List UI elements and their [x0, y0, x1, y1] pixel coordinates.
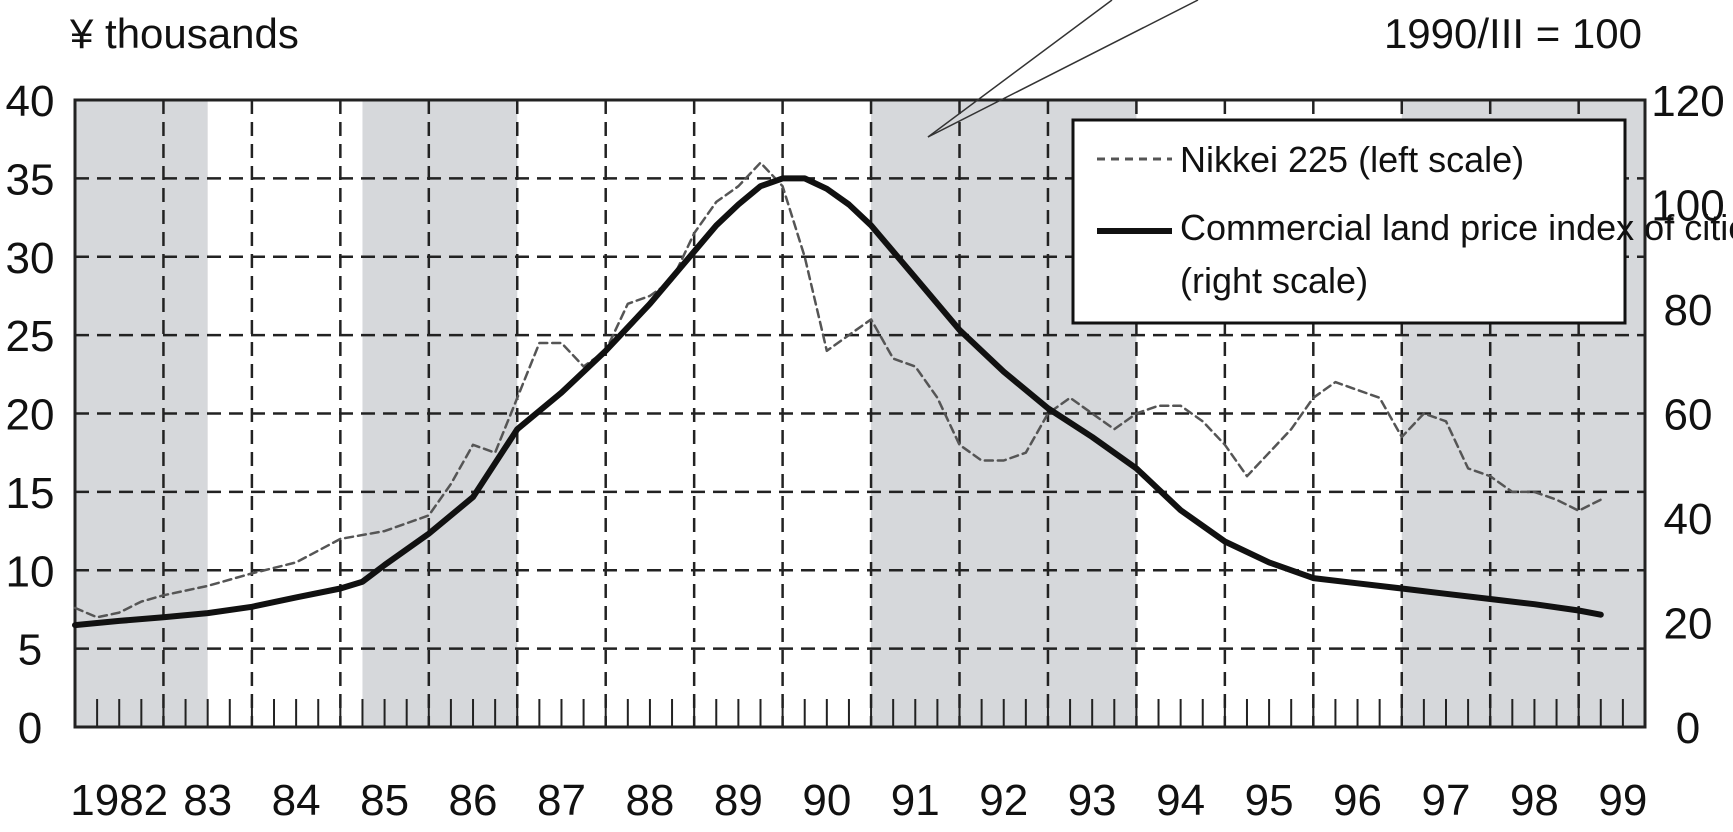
- right-tick-label: 80: [1664, 286, 1713, 335]
- right-tick-label: 40: [1664, 495, 1713, 544]
- left-tick-label: 10: [6, 547, 55, 596]
- x-tick-label: 92: [979, 776, 1028, 825]
- plot-frame: [73, 98, 1647, 729]
- x-tick-label: 94: [1156, 776, 1205, 825]
- right-tick-label: 60: [1664, 391, 1713, 440]
- x-tick-label: 97: [1422, 776, 1471, 825]
- x-tick-label: 87: [537, 776, 586, 825]
- legend-label-nikkei: Nikkei 225 (left scale): [1180, 139, 1524, 180]
- right-tick-label: 120: [1651, 77, 1724, 126]
- x-tick-label: 95: [1245, 776, 1294, 825]
- left-tick-label: 25: [6, 312, 55, 361]
- left-tick-label: 35: [6, 155, 55, 204]
- series-layer: [72, 161, 1604, 629]
- chart-legend: Nikkei 225 (left scale) Commercial land …: [1071, 118, 1733, 325]
- left-y-tick-labels: 0 5 10 15 20 25 30 35 40: [6, 77, 55, 753]
- x-tick-label: 98: [1510, 776, 1559, 825]
- x-tick-label: 88: [625, 776, 674, 825]
- x-tick-label: 86: [449, 776, 498, 825]
- right-y-tick-labels: 0 20 40 60 80 100 120: [1651, 77, 1724, 753]
- x-tick-label: 1982: [70, 776, 168, 825]
- legend-box: [1071, 118, 1627, 325]
- left-tick-label: 5: [18, 626, 42, 675]
- x-tick-label: 91: [891, 776, 940, 825]
- left-unit-label: ¥ thousands: [69, 10, 299, 57]
- x-tick-label: 96: [1333, 776, 1382, 825]
- x-tick-label: 93: [1068, 776, 1117, 825]
- right-tick-label: 20: [1664, 600, 1713, 649]
- x-tick-label: 83: [183, 776, 232, 825]
- callout-pointer: [927, 0, 1199, 138]
- right-tick-label: 0: [1676, 704, 1700, 753]
- legend-label-land-price-scale: (right scale): [1180, 260, 1368, 301]
- x-tick-label: 90: [802, 776, 851, 825]
- left-tick-label: 0: [18, 704, 42, 753]
- left-tick-label: 20: [6, 391, 55, 440]
- callout-line-1: [927, 0, 1113, 138]
- x-minor-ticks: [74, 699, 1646, 727]
- x-tick-label: 99: [1598, 776, 1647, 825]
- left-tick-label: 40: [6, 77, 55, 126]
- right-tick-label: 100: [1651, 182, 1724, 231]
- callout-line-2: [927, 0, 1199, 138]
- left-tick-label: 30: [6, 234, 55, 283]
- legend-label-land-price: Commercial land price index of cities: [1180, 207, 1733, 248]
- x-tick-label: 84: [272, 776, 321, 825]
- series-line-0: [73, 161, 1603, 619]
- x-tick-label: 89: [714, 776, 763, 825]
- right-unit-label: 1990/III = 100: [1384, 10, 1642, 57]
- x-tick-labels: 1982 83 84 85 86 87 88 89 90 91 92 93 94 95 96 97 98 99: [70, 776, 1647, 825]
- left-tick-label: 15: [6, 469, 55, 518]
- series-line-1: [72, 175, 1604, 629]
- x-tick-label: 85: [360, 776, 409, 825]
